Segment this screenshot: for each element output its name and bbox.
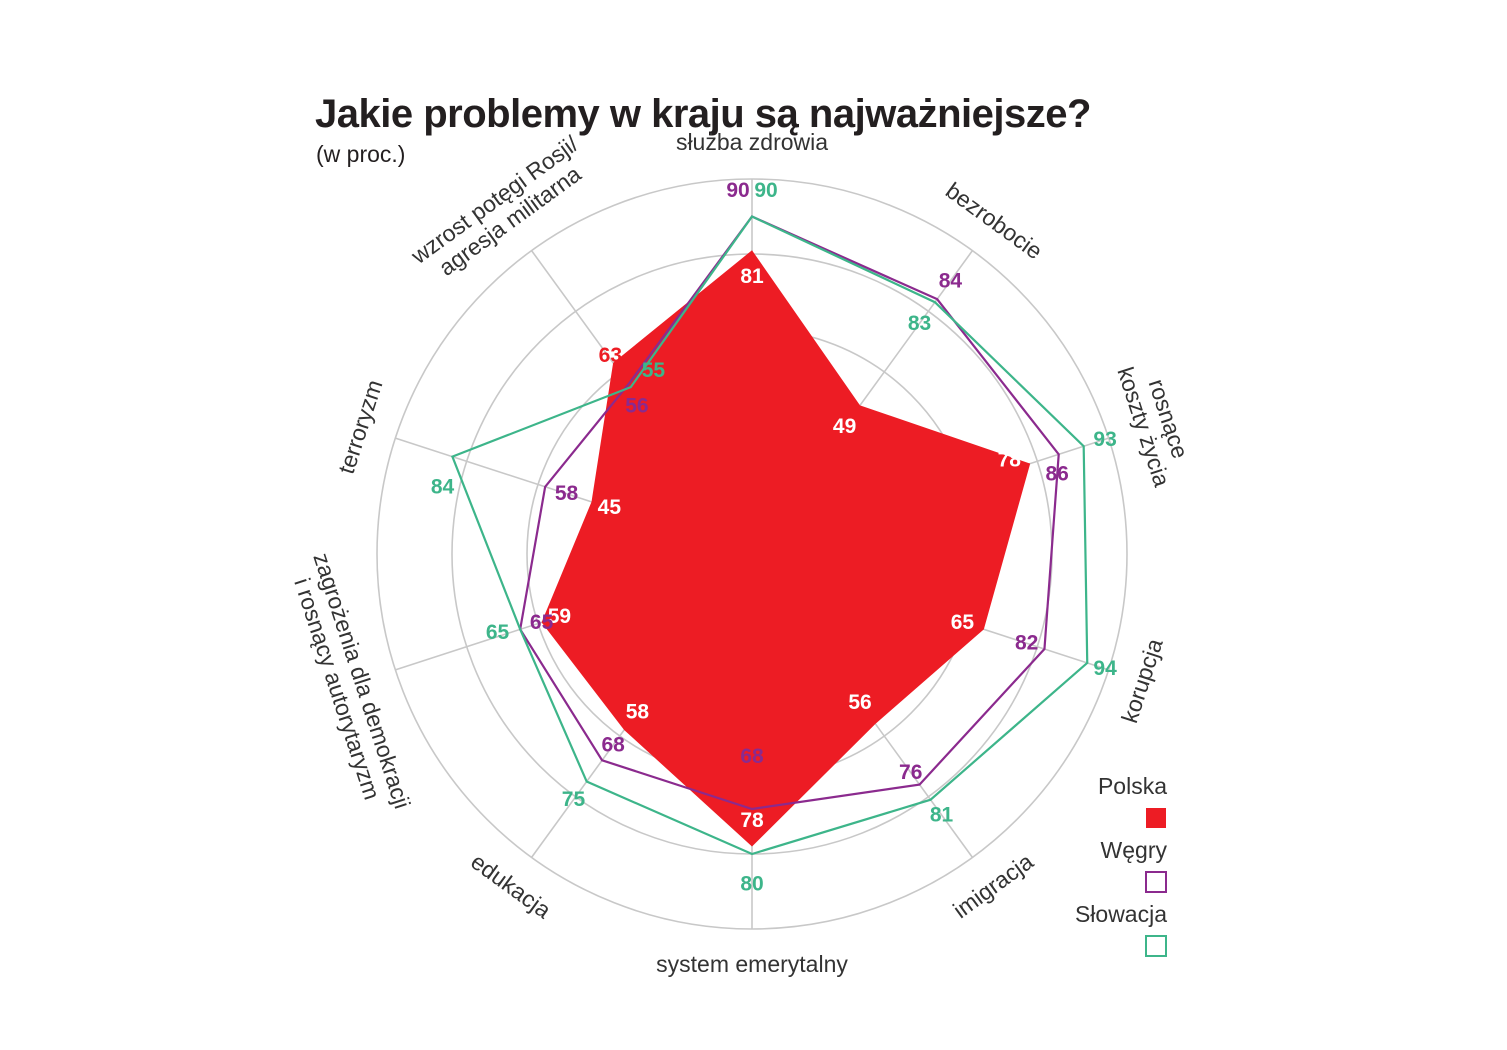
legend-label-2: Słowacja — [1075, 901, 1167, 927]
legend-label-1: Węgry — [1101, 837, 1168, 863]
value-label-1-7: 65 — [530, 611, 554, 634]
value-label-1-2: 86 — [1045, 462, 1068, 485]
axis-label-line-8-0: terroryzm — [333, 376, 388, 476]
value-label-0-1: 49 — [833, 415, 856, 438]
axis-label-5: system emerytalny — [656, 951, 848, 977]
value-label-0-7: 59 — [548, 605, 571, 628]
value-label-0-5: 78 — [740, 809, 764, 832]
value-label-2-3: 94 — [1093, 657, 1117, 680]
axis-label-0: służba zdrowia — [676, 129, 828, 155]
value-label-0-0: 81 — [740, 265, 764, 288]
value-label-1-0: 90 — [726, 179, 749, 202]
value-label-2-0: 90 — [754, 179, 777, 202]
value-label-2-6: 75 — [562, 788, 586, 811]
axis-label-line-3-0: korupcja — [1116, 635, 1168, 726]
legend-swatch-2 — [1145, 935, 1167, 957]
value-label-2-5: 80 — [740, 873, 763, 896]
axis-label-4: imigracja — [948, 848, 1038, 923]
axis-label-line-4-0: imigracja — [948, 848, 1038, 923]
value-label-2-4: 81 — [930, 803, 954, 826]
value-label-1-5: 68 — [740, 745, 764, 768]
value-label-1-3: 82 — [1015, 632, 1038, 655]
value-label-1-6: 68 — [601, 734, 625, 757]
axis-label-8: terroryzm — [333, 376, 388, 476]
value-label-0-9: 63 — [599, 344, 622, 367]
value-label-2-7: 65 — [486, 621, 510, 644]
value-label-2-8: 84 — [431, 476, 455, 499]
value-labels: 81 49 78 65 56 78 58 59 45 63 90 84 86 82 76 68 68 65 58 56… — [431, 179, 1117, 896]
value-label-0-2: 78 — [998, 448, 1022, 471]
axis-label-1: bezrobocie — [941, 177, 1047, 264]
value-label-2-2: 93 — [1093, 428, 1116, 451]
value-label-1-4: 76 — [899, 761, 922, 784]
axis-label-3: korupcja — [1116, 635, 1168, 726]
axis-label-6: edukacja — [466, 848, 556, 923]
axis-label-9: wzrost potęgi Rosji/agresja militarna — [405, 130, 585, 281]
series-layer — [450, 215, 1089, 856]
value-label-0-3: 65 — [951, 611, 975, 634]
legend: Polska Węgry Słowacja — [1075, 773, 1168, 957]
legend-swatch-0 — [1146, 808, 1166, 828]
legend-label-0: Polska — [1098, 773, 1167, 799]
axis-label-line-6-0: edukacja — [466, 848, 556, 923]
series-2-outline — [450, 215, 1089, 856]
series-0-area — [541, 250, 1031, 847]
value-label-1-1: 84 — [939, 269, 963, 292]
value-label-1-9: 56 — [625, 394, 648, 417]
value-label-2-1: 83 — [908, 312, 931, 335]
value-label-2-9: 55 — [642, 359, 666, 382]
value-label-1-8: 58 — [555, 482, 579, 505]
series-1-outline — [519, 215, 1060, 811]
axis-label-line-1-0: bezrobocie — [941, 177, 1047, 264]
chart-subtitle: (w proc.) — [316, 141, 406, 167]
axis-label-line-5-0: system emerytalny — [656, 951, 848, 977]
legend-swatch-1 — [1145, 871, 1167, 893]
value-label-0-4: 56 — [848, 691, 871, 714]
value-label-0-6: 58 — [626, 700, 650, 723]
value-label-0-8: 45 — [598, 496, 622, 519]
axis-label-line-0-0: służba zdrowia — [676, 129, 828, 155]
chart-title: Jakie problemy w kraju są najważniejsze? — [315, 92, 1091, 136]
